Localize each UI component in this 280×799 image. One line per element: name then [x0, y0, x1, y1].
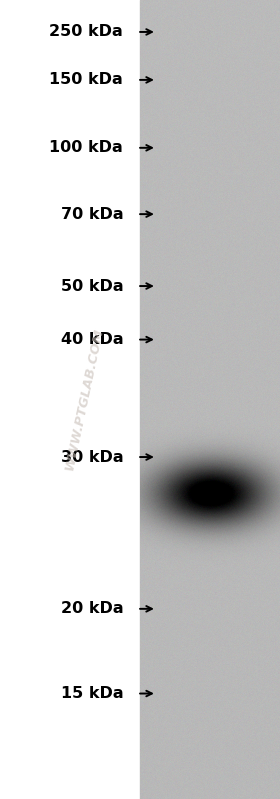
Text: WWW.PTGLAB.COM: WWW.PTGLAB.COM — [62, 327, 106, 472]
Bar — [140, 0, 280, 799]
Text: 70 kDa: 70 kDa — [60, 207, 123, 221]
Text: 50 kDa: 50 kDa — [60, 279, 123, 293]
Bar — [0, 0, 140, 799]
Text: 15 kDa: 15 kDa — [60, 686, 123, 701]
Text: 30 kDa: 30 kDa — [60, 450, 123, 464]
Text: 40 kDa: 40 kDa — [60, 332, 123, 347]
Text: 250 kDa: 250 kDa — [50, 25, 123, 39]
Text: 20 kDa: 20 kDa — [60, 602, 123, 616]
Text: 100 kDa: 100 kDa — [50, 141, 123, 155]
Text: 150 kDa: 150 kDa — [50, 73, 123, 87]
